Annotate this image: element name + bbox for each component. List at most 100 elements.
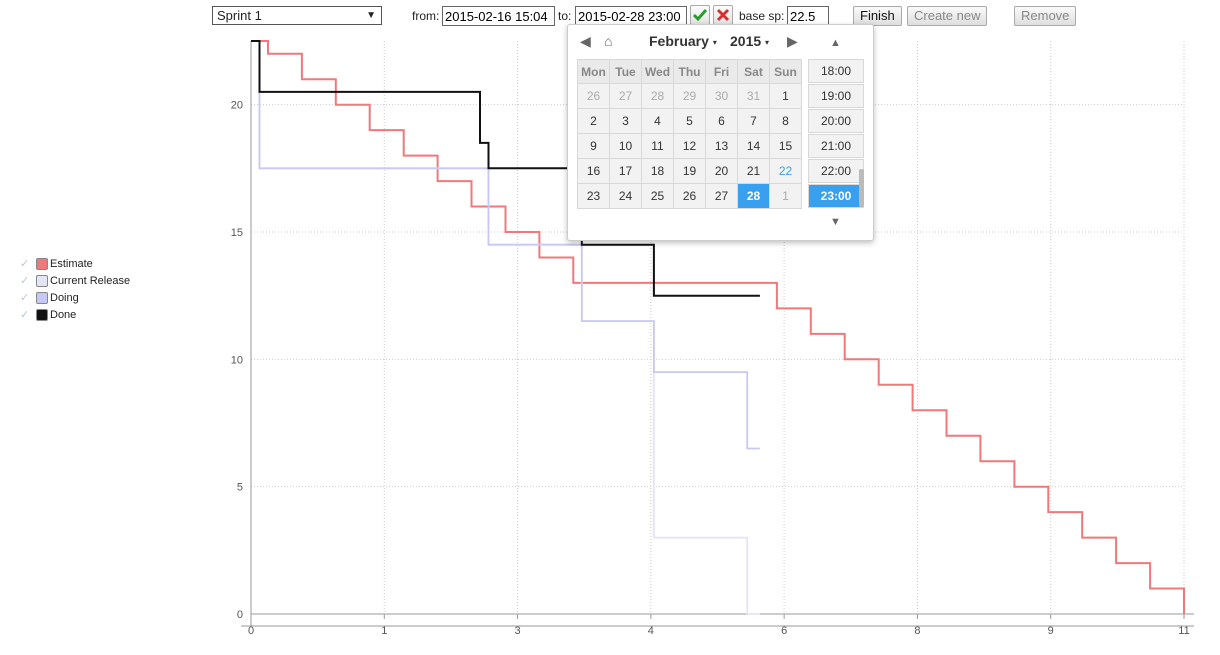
calendar-day[interactable]: 31 (737, 83, 770, 109)
time-option[interactable]: 18:00 (808, 59, 864, 83)
calendar-day[interactable]: 27 (609, 83, 642, 109)
weekday-header: Sat (737, 59, 770, 84)
finish-button[interactable]: Finish (853, 6, 902, 26)
year-select[interactable]: 2015 ▾ (730, 33, 769, 49)
y-tick-label: 10 (231, 354, 243, 366)
toolbar: Sprint 1 ▼ from: to: base sp: Finish Cre… (0, 5, 1220, 29)
calendar-day[interactable]: 20 (705, 158, 738, 184)
previous-month-icon[interactable]: ◀ (580, 33, 591, 49)
time-option[interactable]: 22:00 (808, 159, 864, 183)
sprint-select[interactable]: Sprint 1 ▼ (212, 6, 382, 25)
calendar-day[interactable]: 13 (705, 133, 738, 159)
calendar-day[interactable]: 16 (577, 158, 610, 184)
series-line-estimate (251, 40, 1185, 614)
y-tick-label: 0 (237, 609, 243, 621)
time-option-selected[interactable]: 23:00 (808, 184, 864, 208)
sprint-select-value: Sprint 1 (217, 8, 262, 23)
series-line-done (251, 40, 760, 297)
time-scroll-down-icon[interactable]: ▼ (830, 216, 841, 228)
legend-label: Estimate (50, 258, 93, 270)
caret-down-icon: ▾ (712, 37, 717, 47)
legend-swatch (36, 292, 48, 304)
calendar-day-selected[interactable]: 28 (737, 183, 770, 209)
weekday-header: Sun (769, 59, 802, 84)
calendar-day[interactable]: 19 (673, 158, 706, 184)
calendar-day[interactable]: 15 (769, 133, 802, 159)
to-label: to: (558, 9, 572, 23)
month-select[interactable]: February ▾ (649, 33, 717, 49)
weekday-header: Tue (609, 59, 642, 84)
to-date-input[interactable] (575, 6, 687, 26)
confirm-button[interactable] (690, 5, 710, 25)
next-month-icon[interactable]: ▶ (787, 33, 798, 49)
chart-series (251, 40, 1185, 615)
calendar-week: 2 3 4 5 6 7 8 (577, 108, 802, 134)
calendar-day[interactable]: 28 (641, 83, 674, 109)
calendar-day[interactable]: 7 (737, 108, 770, 134)
time-option[interactable]: 19:00 (808, 84, 864, 108)
remove-button[interactable]: Remove (1014, 6, 1077, 26)
weekday-header: Wed (641, 59, 674, 84)
x-tick-label: 4 (648, 625, 654, 637)
legend-label: Doing (50, 292, 79, 304)
calendar-day-today[interactable]: 22 (769, 158, 802, 184)
calendar-day[interactable]: 17 (609, 158, 642, 184)
calendar-day[interactable]: 26 (673, 183, 706, 209)
datetime-picker: ◀ ⌂ February ▾ 2015 ▾ ▶ Mon Tue Wed Thu … (567, 24, 874, 241)
x-tick-label: 0 (248, 625, 254, 637)
calendar-day[interactable]: 29 (673, 83, 706, 109)
caret-down-icon: ▾ (765, 37, 770, 47)
calendar-day[interactable]: 8 (769, 108, 802, 134)
legend-swatch (36, 258, 48, 270)
weekday-header: Mon (577, 59, 610, 84)
calendar-day[interactable]: 27 (705, 183, 738, 209)
create-new-button[interactable]: Create new (907, 6, 988, 26)
calendar-grid: Mon Tue Wed Thu Fri Sat Sun 26 27 28 29 … (577, 59, 802, 209)
calendar-day[interactable]: 3 (609, 108, 642, 134)
time-list: 18:00 19:00 20:00 21:00 22:00 23:00 (808, 59, 866, 209)
calendar-day[interactable]: 26 (577, 83, 610, 109)
cancel-button[interactable] (713, 5, 733, 25)
x-tick-label: 11 (1178, 625, 1189, 637)
home-icon[interactable]: ⌂ (604, 33, 613, 49)
calendar-day[interactable]: 11 (641, 133, 674, 159)
calendar-day[interactable]: 6 (705, 108, 738, 134)
calendar-week: 23 24 25 26 27 28 1 (577, 183, 802, 209)
calendar-day[interactable]: 10 (609, 133, 642, 159)
calendar-day[interactable]: 25 (641, 183, 674, 209)
calendar-day[interactable]: 14 (737, 133, 770, 159)
y-tick-label: 5 (237, 482, 243, 494)
calendar-day[interactable]: 24 (609, 183, 642, 209)
checkmark-icon: ✓ (20, 292, 30, 304)
y-tick-label: 20 (231, 100, 243, 112)
series-line-doing (251, 40, 760, 450)
close-icon (716, 8, 730, 22)
time-scrollbar[interactable] (859, 169, 864, 207)
checkmark-icon: ✓ (20, 258, 30, 270)
legend-swatch (36, 309, 48, 321)
calendar-day[interactable]: 1 (769, 183, 802, 209)
x-tick-label: 6 (781, 625, 787, 637)
legend-label: Done (50, 309, 77, 321)
chevron-down-icon: ▼ (366, 10, 376, 21)
time-scroll-up-icon[interactable]: ▲ (830, 37, 841, 49)
time-option[interactable]: 21:00 (808, 134, 864, 158)
x-tick-label: 3 (515, 625, 521, 637)
base-sp-input[interactable] (787, 6, 829, 26)
weekday-row: Mon Tue Wed Thu Fri Sat Sun (577, 59, 802, 84)
time-option[interactable]: 20:00 (808, 109, 864, 133)
calendar-day[interactable]: 30 (705, 83, 738, 109)
calendar-day[interactable]: 1 (769, 83, 802, 109)
calendar-day[interactable]: 23 (577, 183, 610, 209)
from-date-input[interactable] (442, 6, 555, 26)
x-tick-label: 8 (914, 625, 920, 637)
calendar-day[interactable]: 9 (577, 133, 610, 159)
weekday-header: Thu (673, 59, 706, 84)
calendar-day[interactable]: 4 (641, 108, 674, 134)
calendar-day[interactable]: 5 (673, 108, 706, 134)
calendar-day[interactable]: 21 (737, 158, 770, 184)
calendar-day[interactable]: 2 (577, 108, 610, 134)
calendar-day[interactable]: 12 (673, 133, 706, 159)
calendar-day[interactable]: 18 (641, 158, 674, 184)
